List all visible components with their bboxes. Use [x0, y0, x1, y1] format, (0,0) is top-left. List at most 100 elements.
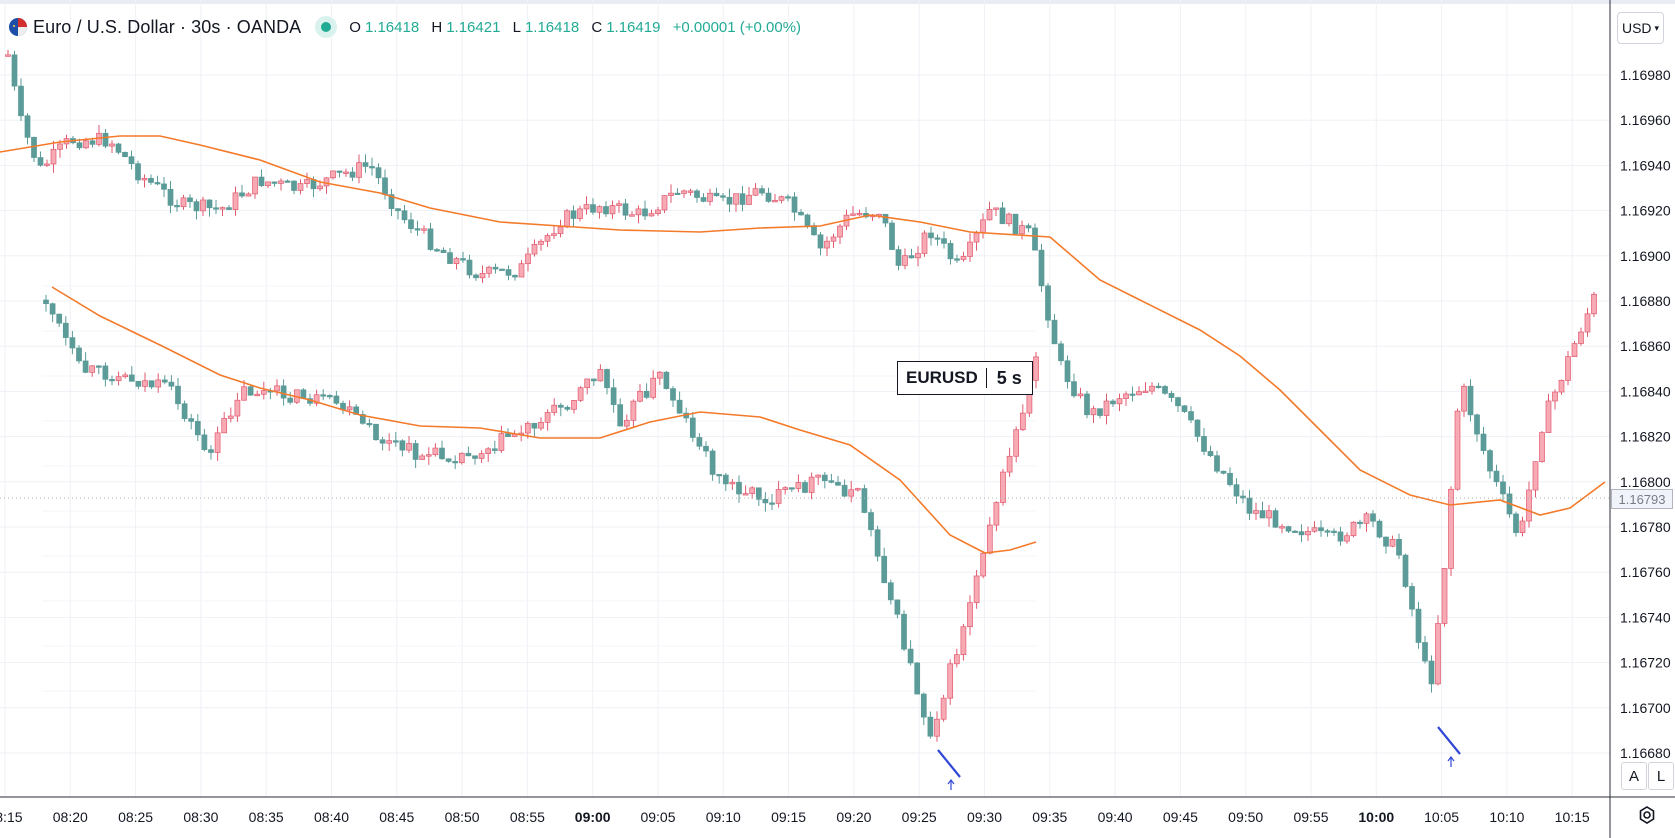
overlay-candle [755, 487, 762, 500]
chart-settings-icon[interactable] [1636, 804, 1658, 826]
main-candle [726, 196, 733, 205]
main-candle [1246, 497, 1253, 514]
overlay-candle [102, 365, 109, 380]
overlay-candle [148, 380, 155, 388]
main-candle [1181, 405, 1188, 412]
overlay-candle [373, 423, 379, 441]
overlay-candle [227, 415, 234, 419]
overlay-candle [907, 648, 914, 664]
change-value: +0.00001 (+0.00%) [672, 18, 802, 36]
price-axis-label: 1.16920 [1620, 203, 1671, 219]
main-candle [460, 258, 466, 261]
main-candle [993, 207, 999, 210]
main-candle [928, 232, 934, 239]
eur-usd-flag-icon [8, 17, 28, 37]
overlay-candle [472, 455, 478, 459]
main-candle [1155, 385, 1162, 389]
main-candle [375, 167, 382, 179]
main-candle [122, 152, 128, 158]
signal-marker-stroke [937, 749, 961, 778]
main-candle [1519, 520, 1526, 533]
main-candle [330, 170, 336, 179]
main-candle [180, 197, 187, 208]
main-candle [362, 162, 369, 167]
price-axis-label: 1.16720 [1620, 655, 1671, 671]
overlay-candle [610, 387, 617, 405]
main-candle [577, 208, 583, 219]
main-candle [804, 214, 811, 226]
main-candle [603, 206, 609, 215]
overlay-candle [656, 371, 663, 379]
overlay-candle [914, 662, 921, 695]
currency-select[interactable]: USD ▾ [1617, 12, 1664, 44]
time-axis-label: 09:30 [967, 809, 1002, 825]
time-axis-label: 10:05 [1424, 809, 1459, 825]
main-candle [1077, 393, 1084, 397]
overlay-candle [188, 418, 195, 422]
main-candle [421, 228, 427, 231]
main-candle [746, 194, 752, 205]
overlay-candle [650, 377, 657, 398]
overlay-candle [1033, 356, 1039, 381]
overlay-candle [399, 440, 406, 451]
main-candle [785, 196, 791, 199]
main-candle [967, 241, 973, 257]
price-axis-label: 1.16780 [1620, 519, 1671, 535]
symbol-title[interactable]: Euro / U.S. Dollar · 30s · OANDA [33, 16, 302, 37]
main-candle [1220, 470, 1227, 474]
main-candle [642, 208, 648, 217]
overlay-candle [736, 481, 742, 495]
ohlc-values: O 1.16418 H 1.16421 L 1.16418 C 1.16419 +0.0… [349, 18, 802, 36]
overlay-candle [623, 419, 630, 427]
main-candle [1071, 381, 1077, 397]
overlay-candle [221, 418, 228, 434]
main-candle [408, 219, 414, 229]
overlay-candle [122, 374, 129, 378]
main-candle [1526, 489, 1532, 522]
main-candle [1188, 411, 1194, 421]
main-candle [1129, 393, 1136, 396]
main-candle [798, 211, 804, 216]
main-candle [1058, 343, 1064, 362]
overlay-candle [115, 376, 122, 382]
log-scale-button[interactable]: L [1648, 762, 1674, 790]
auto-scale-button[interactable]: A [1621, 762, 1647, 790]
main-candle [245, 193, 252, 197]
main-candle [167, 188, 174, 206]
main-candle [1311, 527, 1318, 532]
overlay-candle [155, 379, 162, 388]
overlay-candle [485, 448, 492, 454]
price-axis-label: 1.16800 [1620, 474, 1671, 490]
overlay-candle [161, 379, 168, 383]
overlay-candle [135, 380, 142, 387]
overlay-candle [881, 555, 888, 584]
main-candle [1571, 343, 1578, 357]
overlay-candle [432, 447, 439, 456]
main-candle [356, 162, 362, 178]
overlay-candle [828, 480, 835, 483]
main-candle [291, 180, 297, 191]
main-candle [76, 142, 83, 149]
main-candle [239, 192, 245, 197]
main-candle [648, 213, 655, 217]
overlay-candle [247, 386, 254, 396]
overlay-candle [538, 421, 544, 429]
overlay-candle [696, 437, 703, 447]
main-candle [557, 226, 564, 235]
overlay-candle [76, 347, 82, 362]
main-candle [1539, 432, 1545, 463]
main-candle [1337, 531, 1344, 542]
time-axis-label: 09:45 [1163, 809, 1198, 825]
overlay-candle [874, 529, 881, 557]
main-candle [213, 207, 219, 210]
main-candle [1279, 526, 1285, 529]
main-candle [128, 156, 135, 165]
main-candle [1532, 461, 1539, 491]
overlay-candle [835, 481, 841, 486]
overlay-candle [795, 482, 802, 489]
main-candle [1110, 400, 1116, 405]
main-candle [1578, 331, 1584, 344]
main-candle [89, 140, 96, 145]
price-axis-label: 1.16760 [1620, 564, 1671, 580]
